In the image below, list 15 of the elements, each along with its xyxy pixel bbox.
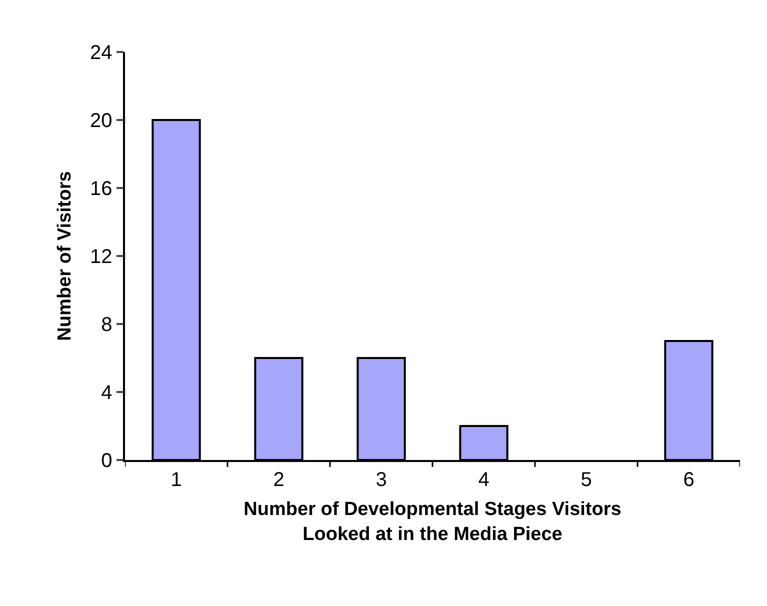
x-tick-label: 6 <box>683 468 694 491</box>
y-axis-title: Number of Visitors <box>54 171 76 341</box>
x-tick-label: 5 <box>580 468 592 491</box>
x-tick-label: 3 <box>376 468 387 491</box>
y-tick-label: 16 <box>90 178 112 200</box>
y-tick-label: 4 <box>101 382 112 404</box>
x-axis-title: Number of Developmental Stages Visitors Looked at in the Media Piece <box>244 499 622 545</box>
y-tick-label: 24 <box>90 42 112 64</box>
x-tick-label: 2 <box>273 468 284 491</box>
y-tick-label: 0 <box>101 450 112 472</box>
y-tick-label: 20 <box>90 110 112 132</box>
x-tick-label: 4 <box>478 468 490 491</box>
x-tick-label: 1 <box>170 468 182 491</box>
y-tick-label: 8 <box>101 314 112 336</box>
y-tick-label: 12 <box>90 246 112 268</box>
